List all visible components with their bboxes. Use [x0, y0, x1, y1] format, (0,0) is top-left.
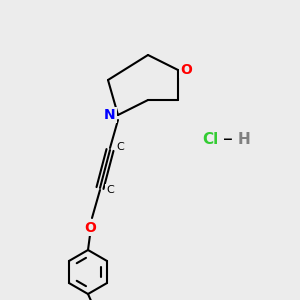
Text: C: C: [116, 142, 124, 152]
Text: O: O: [180, 63, 192, 77]
Text: O: O: [84, 221, 96, 235]
Text: C: C: [106, 185, 114, 195]
Text: –: –: [223, 130, 233, 149]
Text: Cl: Cl: [202, 133, 218, 148]
Text: H: H: [238, 133, 250, 148]
Text: N: N: [104, 108, 116, 122]
